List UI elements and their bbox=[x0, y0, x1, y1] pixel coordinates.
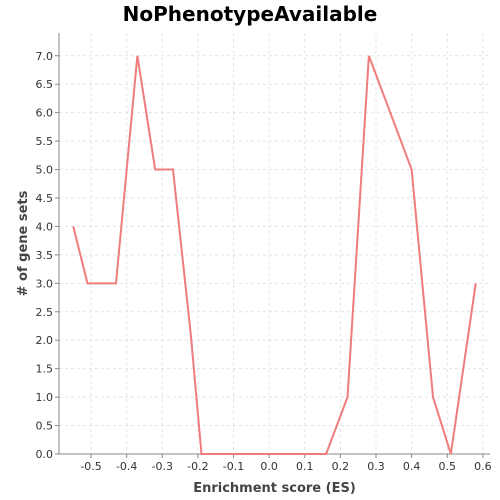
x-tick-label: -0.2 bbox=[187, 460, 208, 473]
chart-title: NoPhenotypeAvailable bbox=[122, 2, 378, 26]
y-tick-label: 0.5 bbox=[36, 420, 54, 433]
x-tick-label: 0.3 bbox=[367, 460, 385, 473]
x-tick-label: 0.5 bbox=[439, 460, 457, 473]
y-tick-label: 3.0 bbox=[36, 277, 54, 290]
y-tick-label: 4.5 bbox=[36, 192, 54, 205]
y-axis-label: # of gene sets bbox=[16, 190, 31, 296]
x-tick-label: -0.4 bbox=[116, 460, 137, 473]
x-tick-label: 0.1 bbox=[296, 460, 314, 473]
y-tick-label: 4.0 bbox=[36, 220, 54, 233]
x-tick-label: 0.0 bbox=[260, 460, 278, 473]
y-tick-label: 6.5 bbox=[36, 78, 54, 91]
y-tick-label: 5.0 bbox=[36, 164, 54, 177]
x-tick-label: 0.4 bbox=[403, 460, 421, 473]
y-tick-label: 3.5 bbox=[36, 249, 54, 262]
x-tick-label: -0.1 bbox=[223, 460, 244, 473]
y-tick-label: 5.5 bbox=[36, 135, 54, 148]
x-tick-label: 0.6 bbox=[474, 460, 492, 473]
y-tick-label: 0.0 bbox=[36, 448, 54, 461]
x-tick-label: -0.5 bbox=[80, 460, 101, 473]
y-tick-label: 7.0 bbox=[36, 50, 54, 63]
x-axis-label: Enrichment score (ES) bbox=[193, 481, 356, 496]
x-tick-label: 0.2 bbox=[332, 460, 350, 473]
y-tick-label: 1.0 bbox=[36, 391, 54, 404]
y-tick-label: 2.5 bbox=[36, 306, 54, 319]
y-tick-label: 1.5 bbox=[36, 363, 54, 376]
y-tick-label: 2.0 bbox=[36, 334, 54, 347]
y-tick-label: 6.0 bbox=[36, 107, 54, 120]
x-tick-label: -0.3 bbox=[152, 460, 173, 473]
plot-area bbox=[59, 33, 490, 454]
